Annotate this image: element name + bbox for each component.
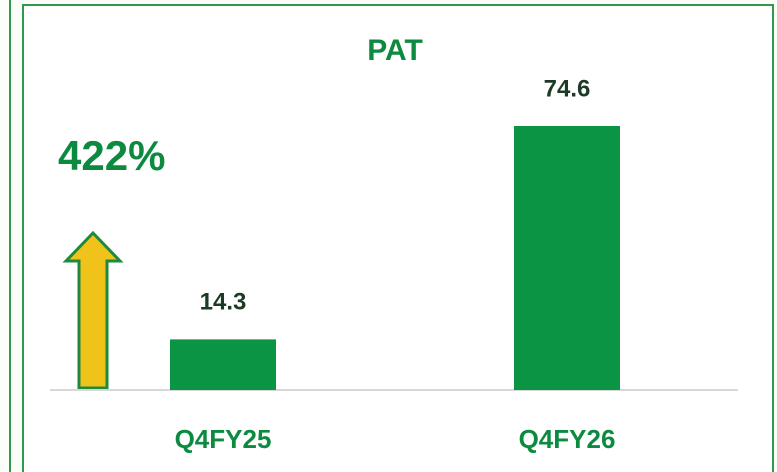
x-tick-label: Q4FY26 [519,424,616,454]
chart-title: PAT [367,34,423,67]
bar [514,126,620,390]
panel [22,4,774,472]
bar [170,339,276,390]
growth-arrow [62,230,124,390]
annotation: 422% [58,132,165,179]
value-label: 14.3 [200,289,247,316]
value-label: 74.6 [544,75,591,102]
x-tick-label: Q4FY25 [175,424,272,454]
